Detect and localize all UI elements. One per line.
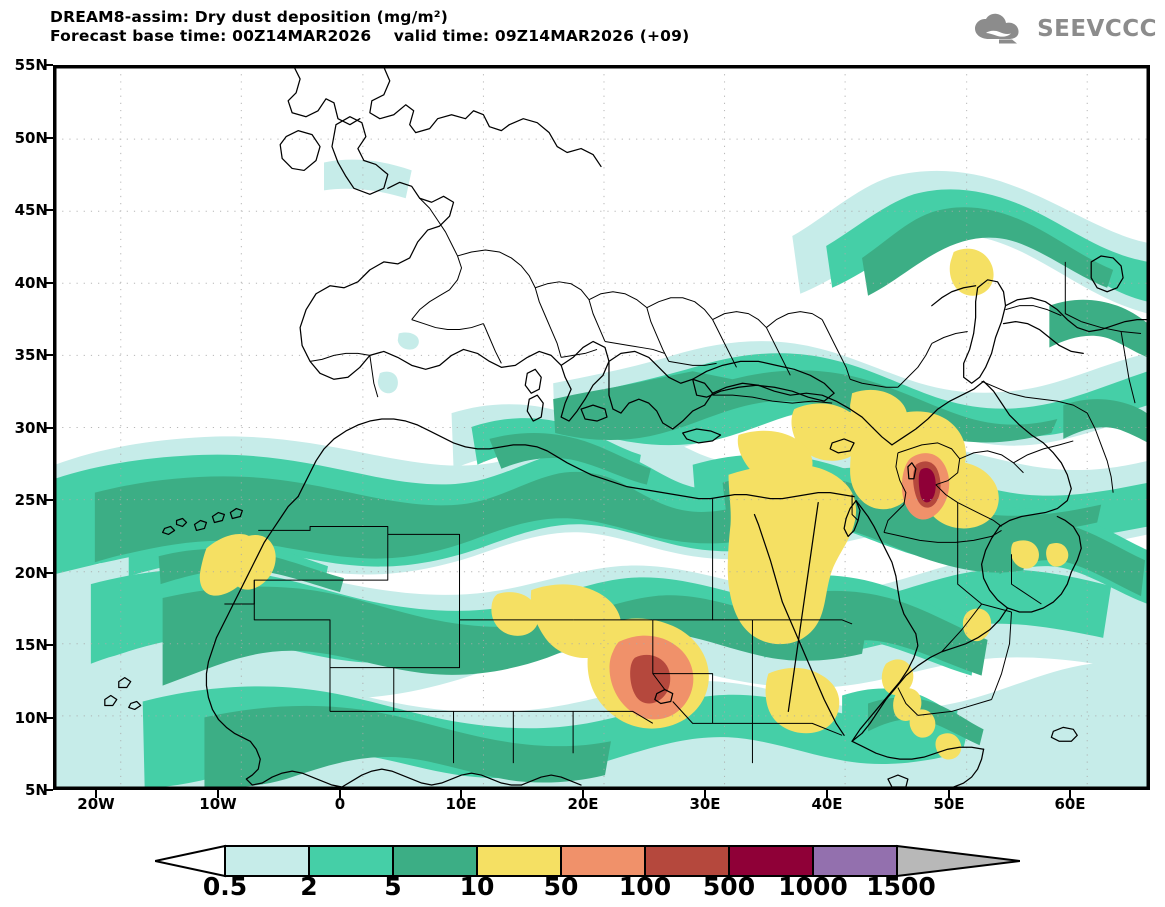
y-tick [45, 354, 53, 356]
x-axis-label-50E: 50E [933, 795, 965, 813]
colorbar-band-5-10 [392, 845, 478, 877]
x-tick [704, 790, 706, 798]
x-axis-label-20E: 20E [567, 795, 599, 813]
contour-band-500-1000 [918, 468, 936, 503]
map-coastlines [104, 67, 1148, 788]
y-axis-label-25N: 25N [14, 491, 48, 509]
colorbar-label-0.5: 0.5 [202, 872, 248, 901]
y-tick [45, 426, 53, 429]
seevccc-logo: SEEVCCC [973, 12, 1157, 46]
y-tick [45, 716, 53, 719]
colorbar-over-arrow [896, 844, 1020, 878]
colorbar-label-2: 2 [300, 872, 318, 901]
map-plot-area[interactable] [53, 65, 1150, 790]
x-tick [582, 790, 584, 798]
y-axis-label-20N: 20N [14, 563, 48, 582]
x-tick [948, 790, 950, 798]
x-axis-label-0: 0 [334, 795, 346, 813]
y-axis-label-50N: 50N [14, 128, 48, 147]
y-axis-label-40N: 40N [14, 273, 48, 292]
y-axis-label-55N: 55N [14, 56, 48, 74]
y-axis-label-45N: 45N [14, 201, 48, 219]
y-tick [45, 499, 53, 501]
y-tick [45, 571, 53, 574]
x-tick [217, 790, 219, 798]
colorbar-label-50: 50 [543, 872, 579, 901]
colorbar-label-500: 500 [702, 872, 756, 901]
page-title: DREAM8-assim: Dry dust deposition (mg/m²… [50, 8, 449, 26]
x-tick [95, 790, 97, 798]
y-axis-label-10N: 10N [14, 708, 48, 727]
y-axis-label-5N: 5N [25, 781, 48, 799]
y-tick [45, 136, 53, 139]
y-axis-label-30N: 30N [14, 418, 48, 437]
colorbar-band-50-100 [560, 845, 646, 877]
colorbar-label-10: 10 [459, 872, 495, 901]
x-tick [339, 790, 341, 798]
colorbar-label-1500: 1500 [866, 872, 936, 901]
colorbar-swatches [155, 844, 1020, 878]
chart-header: DREAM8-assim: Dry dust deposition (mg/m²… [50, 8, 1010, 46]
x-axis-label-40E: 40E [811, 795, 843, 813]
y-axis-label-35N: 35N [14, 346, 48, 364]
plot-frame [55, 67, 1148, 788]
y-tick [45, 209, 53, 211]
x-axis-label-10E: 10E [445, 795, 477, 813]
colorbar-band-1000-1500 [812, 845, 898, 877]
cloud-icon [975, 13, 1019, 44]
y-tick [45, 64, 53, 66]
x-axis-label-30E: 30E [689, 795, 721, 813]
x-axis-label-10W: 10W [199, 795, 237, 813]
dust-deposition-map [55, 67, 1148, 788]
x-tick [1069, 790, 1071, 798]
x-axis-label-60E: 60E [1054, 795, 1086, 813]
x-tick [826, 790, 828, 798]
colorbar-label-1000: 1000 [778, 872, 848, 901]
map-country-borders [224, 197, 1142, 764]
y-tick [45, 281, 53, 284]
x-axis-label-20W: 20W [77, 795, 115, 813]
y-tick [45, 644, 53, 646]
y-tick [45, 789, 53, 791]
forecast-time-line: Forecast base time: 00Z14MAR2026 valid t… [50, 27, 690, 45]
contour-band-10-50 [199, 248, 1069, 760]
colorbar-tick-labels: 0.5 2 5 10 50 100 500 1000 1500 [0, 872, 1165, 906]
y-axis-label-15N: 15N [14, 636, 48, 654]
logo-text: SEEVCCC [1037, 16, 1157, 42]
colorbar-label-100: 100 [618, 872, 672, 901]
x-tick [460, 790, 462, 798]
colorbar-label-5: 5 [384, 872, 402, 901]
colorbar[interactable] [155, 843, 1020, 879]
